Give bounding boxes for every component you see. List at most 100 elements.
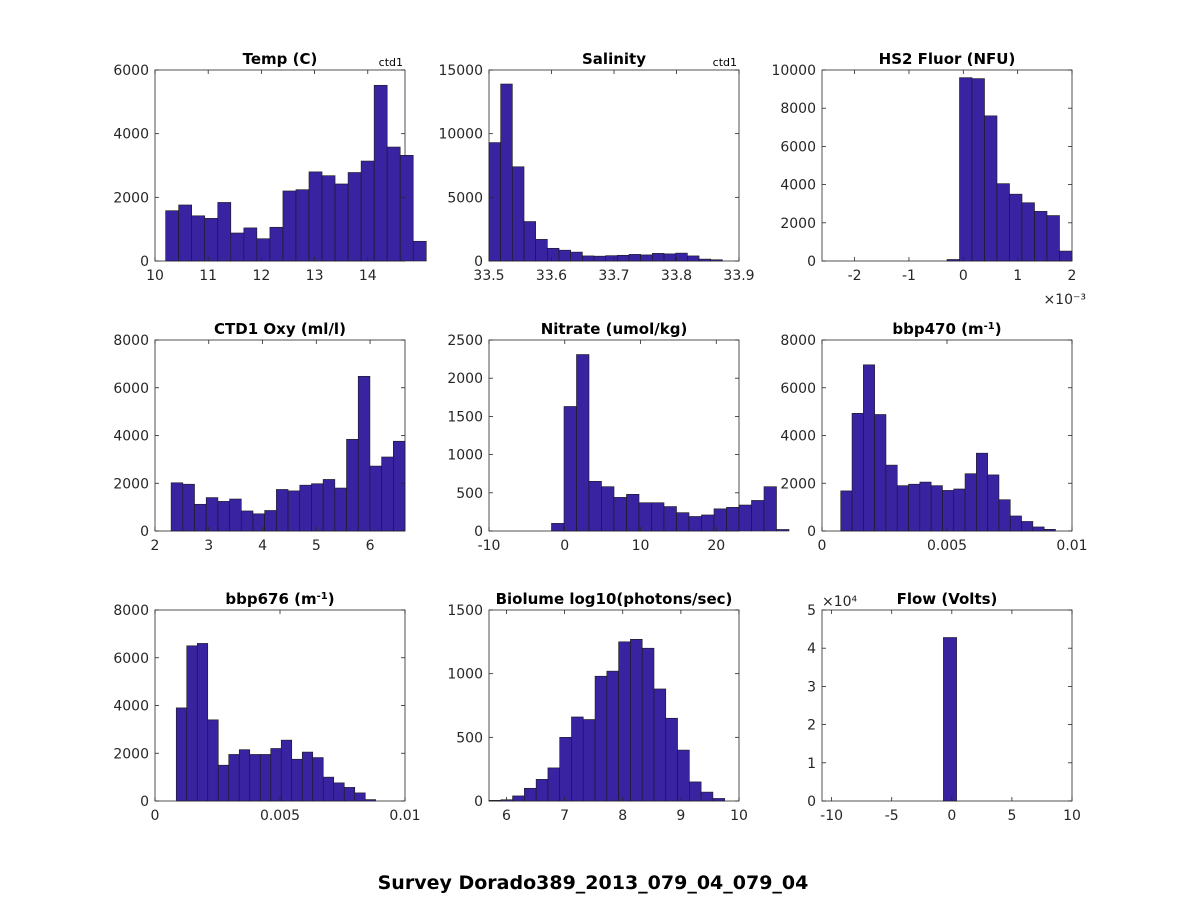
subplot-title: bbp470 (m-1) [892,320,1001,338]
subplot-temp: 10 11 12 13 14 0 2000 4000 6000 Temp (C) ctd1 [113,50,427,284]
y-tick-label: 6000 [113,63,149,79]
histogram-bar [763,486,777,532]
histogram-bar [863,364,875,532]
y-tick-label: 0 [474,794,483,810]
histogram-bar [343,787,356,802]
histogram-bar [1009,515,1022,532]
histogram-bar [217,202,232,262]
histogram-bar [523,221,536,262]
y-tick-label: 2000 [113,746,149,762]
histogram-bar [240,510,254,532]
subplot-title: HS2 Fluor (NFU) [879,50,1016,68]
x-tick-label: 1 [1013,268,1022,284]
x-tick-label: 12 [252,268,270,284]
histogram-bar [700,791,714,802]
histogram-bar [987,474,1000,532]
histogram-bar [170,482,184,532]
histogram-bar [512,166,525,262]
histogram-bar [663,506,677,532]
histogram-bar [291,758,303,802]
histogram-bar [726,507,740,532]
histogram-bar [630,638,643,802]
y-tick-label: 5000 [447,190,483,206]
histogram-bar [613,497,627,532]
x-tick-label: 0 [818,538,827,554]
histogram-bar [738,504,752,532]
x-tick-label: 3 [204,538,213,554]
x-tick-label: 10 [730,808,748,824]
subplot-flow: -10 -5 0 5 10 0 1 2 3 4 5 Flow (Volts) ×10⁴ [807,590,1081,824]
subplot-title: Temp (C) [243,50,318,68]
histogram-bar [776,529,790,532]
histogram-bar [386,146,401,262]
histogram-bar [996,183,1010,262]
histogram-bar [571,716,584,802]
histogram-bar [1032,526,1045,532]
x-tick-label: 20 [707,538,725,554]
x-tick-label: 0.005 [927,538,967,554]
x-tick-label: 0 [560,538,569,554]
histogram-bar [333,782,345,802]
histogram-bar [665,717,678,802]
histogram-bar [874,414,887,532]
histogram-bar [295,189,310,262]
histogram-bar [618,641,631,802]
x-tick-label: 33.8 [661,268,692,284]
histogram-bar [175,707,188,802]
histogram-bar [641,647,655,802]
histogram-bar [488,142,501,262]
histogram-bar [563,406,577,532]
x-tick-label: 33.5 [473,268,504,284]
x-tick-label: -2 [848,268,862,284]
histogram-bar [851,412,864,532]
x-tick-label: 8 [618,808,627,824]
histogram-bar [840,490,853,532]
histogram-bar [1043,529,1056,532]
histogram-bar [698,258,712,262]
x-tick-label: 5 [312,538,321,554]
y-exponent-label: ×10⁴ [822,594,858,610]
histogram-bar [651,502,665,532]
y-tick-label: 2000 [780,216,816,232]
y-tick-label: 5 [807,603,816,619]
y-tick-label: 8000 [113,603,149,619]
x-tick-label: 33.6 [536,268,567,284]
x-tick-label: 5 [1007,808,1016,824]
subplot-title: Flow (Volts) [897,590,998,608]
subplot-title: Salinity [582,50,646,68]
histogram-bar [677,749,690,802]
histogram-bar [908,483,921,532]
histogram-bar [617,254,630,262]
histogram-bar [964,473,977,532]
histogram-bar [594,675,608,802]
histogram-bar [663,253,677,262]
histogram-bar [1059,250,1073,262]
x-tick-label: 10 [1063,808,1081,824]
histogram-bar [582,255,595,262]
y-tick-label: 10000 [438,127,483,143]
histogram-bar [689,781,702,802]
x-tick-label: 0 [959,268,968,284]
histogram-bar [369,465,382,532]
histogram-bar [605,255,618,262]
histogram-bar [976,452,988,532]
histogram-bar [205,497,219,532]
histogram-bar [256,238,271,262]
histogram-bar [364,799,377,802]
histogram-bar [500,83,513,262]
histogram-bar [334,487,347,532]
histogram-bar [282,190,297,262]
histogram-bar [559,737,572,802]
histogram-bar [217,501,230,532]
subplot-bbp470: 0 0.005 0.01 0 2000 4000 6000 8000 bbp470 (m-1) [780,320,1087,554]
x-tick-label: 0.005 [260,808,300,824]
histogram-bar [311,483,324,532]
histogram-bar [269,226,284,262]
histogram-bar [322,776,335,802]
y-tick-label: 4000 [780,429,816,445]
y-tick-label: 0 [140,794,149,810]
histogram-bar [381,456,394,532]
histogram-bar [229,498,242,532]
